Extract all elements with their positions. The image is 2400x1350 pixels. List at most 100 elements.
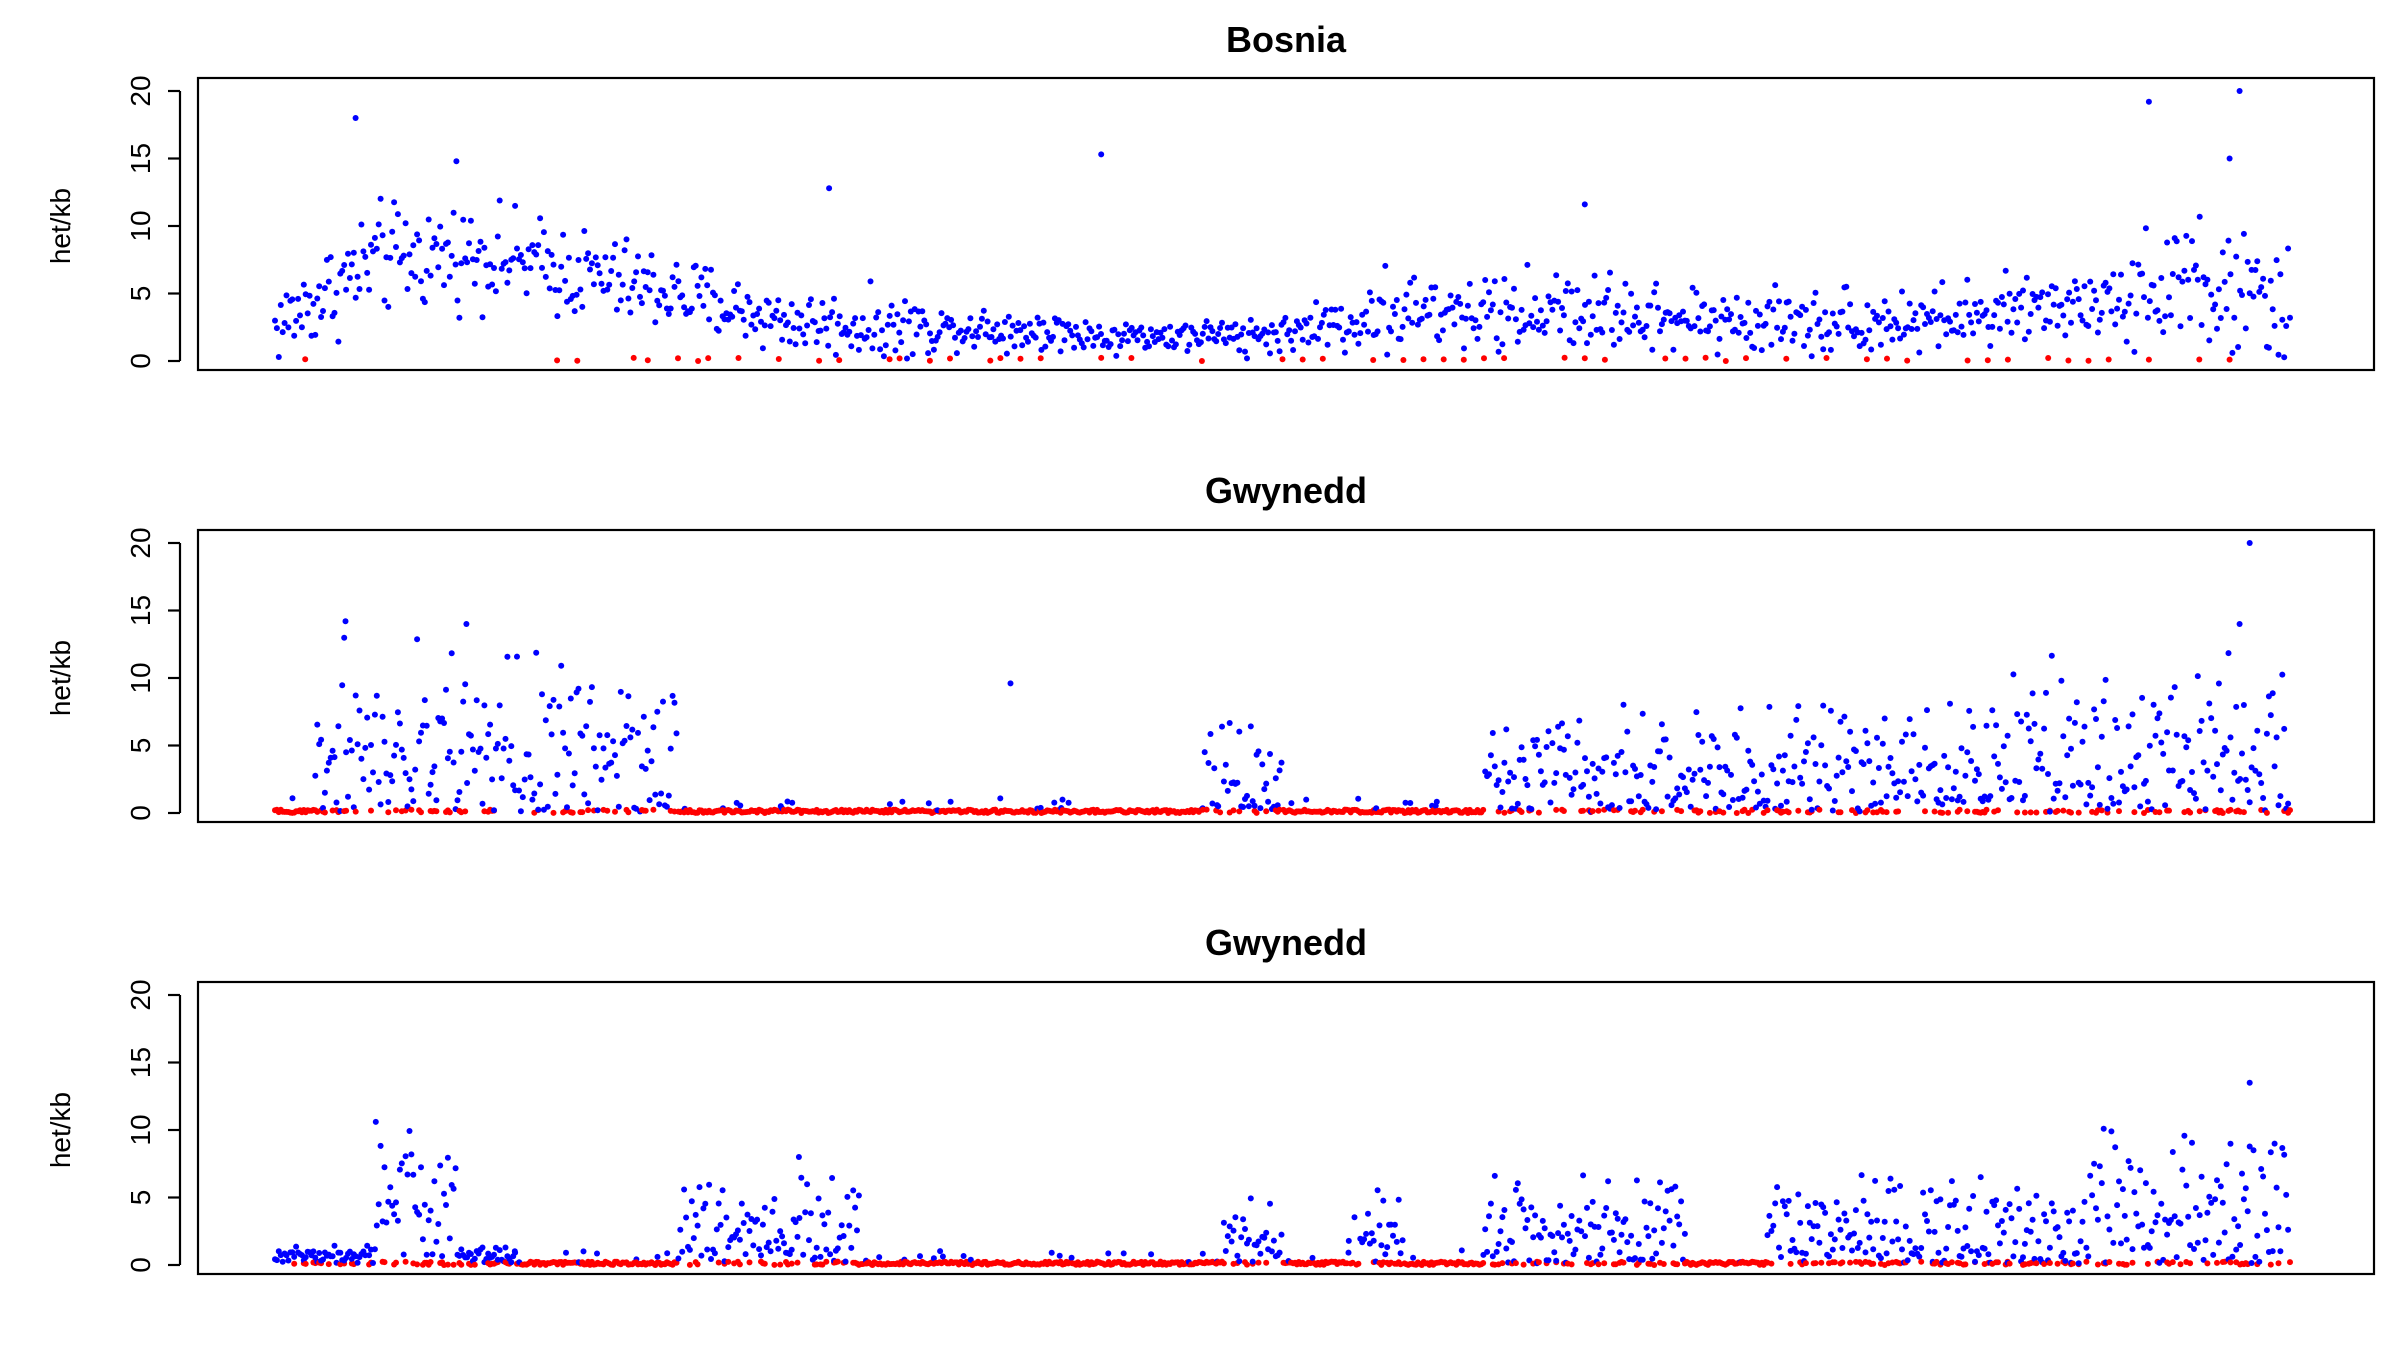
het-point bbox=[421, 697, 428, 704]
het-point bbox=[1584, 768, 1590, 775]
low-het-point bbox=[2054, 807, 2061, 814]
het-point bbox=[2041, 725, 2048, 732]
het-point bbox=[2169, 767, 2176, 774]
het-point bbox=[2192, 1205, 2199, 1211]
het-point bbox=[1568, 1213, 1575, 1219]
het-point bbox=[300, 281, 307, 288]
het-point bbox=[2058, 677, 2065, 684]
low-het-point bbox=[926, 357, 933, 364]
het-point bbox=[1501, 276, 1508, 282]
het-point bbox=[1514, 338, 1521, 345]
het-point bbox=[1862, 1249, 1869, 1256]
het-point bbox=[2198, 322, 2205, 328]
het-point bbox=[2077, 312, 2084, 319]
het-point bbox=[652, 791, 659, 798]
het-point bbox=[1560, 1221, 1567, 1228]
het-point bbox=[2152, 732, 2159, 739]
het-point bbox=[446, 748, 453, 755]
het-point bbox=[2048, 652, 2055, 659]
low-het-point bbox=[2196, 808, 2203, 815]
het-point bbox=[1939, 279, 1946, 286]
het-point bbox=[460, 698, 467, 705]
het-point bbox=[414, 636, 421, 643]
het-point bbox=[1197, 339, 1204, 346]
het-point bbox=[1096, 323, 1103, 330]
het-point bbox=[1651, 764, 1658, 770]
het-point bbox=[496, 1247, 503, 1254]
het-point bbox=[1532, 295, 1539, 302]
het-point bbox=[2281, 725, 2288, 732]
low-het-point bbox=[694, 1261, 701, 1268]
het-point bbox=[789, 799, 796, 806]
het-point bbox=[1826, 329, 1832, 336]
het-point bbox=[1924, 707, 1930, 714]
het-point bbox=[2171, 1213, 2178, 1220]
het-point bbox=[2166, 294, 2172, 301]
het-point bbox=[1912, 310, 1919, 317]
het-point bbox=[2208, 291, 2215, 298]
het-point bbox=[2098, 1180, 2105, 1187]
het-point bbox=[1378, 1242, 1385, 1249]
het-point bbox=[416, 1211, 423, 1218]
het-point bbox=[1309, 1254, 1316, 1261]
het-point bbox=[2246, 1143, 2253, 1150]
het-point bbox=[1530, 324, 1537, 331]
het-point bbox=[487, 261, 494, 268]
het-point bbox=[717, 1221, 724, 1228]
het-point bbox=[2212, 1196, 2219, 1203]
het-point bbox=[1724, 767, 1731, 774]
het-point bbox=[1908, 326, 1915, 332]
het-point bbox=[1608, 1229, 1615, 1236]
het-point bbox=[437, 1162, 444, 1169]
het-point bbox=[1535, 326, 1542, 333]
y-axis: 0 5 10 15 20 bbox=[125, 75, 182, 369]
het-point bbox=[1937, 787, 1944, 794]
het-point bbox=[502, 1244, 509, 1251]
low-het-point bbox=[2144, 1260, 2151, 1267]
het-point bbox=[806, 1237, 812, 1244]
het-point bbox=[1779, 767, 1786, 774]
het-point bbox=[1816, 778, 1823, 785]
het-point bbox=[1278, 1231, 1285, 1238]
het-point bbox=[1393, 297, 1400, 303]
het-point bbox=[439, 715, 446, 722]
het-point bbox=[2029, 690, 2036, 697]
het-point bbox=[1541, 329, 1548, 336]
het-point bbox=[679, 1248, 686, 1255]
het-point bbox=[1895, 325, 1902, 332]
het-point bbox=[925, 350, 932, 357]
het-point bbox=[2027, 311, 2034, 317]
het-point bbox=[1236, 728, 1243, 735]
het-point bbox=[1403, 291, 1410, 298]
het-point bbox=[2083, 801, 2090, 808]
het-point bbox=[1666, 754, 1673, 761]
het-point bbox=[1274, 337, 1281, 344]
low-het-point bbox=[1847, 1259, 1854, 1266]
het-point bbox=[2127, 292, 2134, 299]
het-point bbox=[2281, 1151, 2288, 1158]
het-point bbox=[343, 286, 350, 293]
het-point bbox=[650, 724, 657, 731]
het-point bbox=[506, 757, 513, 764]
het-point bbox=[671, 699, 678, 706]
low-het-point bbox=[1217, 809, 1224, 816]
het-point bbox=[371, 1246, 378, 1253]
het-point bbox=[627, 734, 634, 741]
low-het-point bbox=[2267, 1261, 2274, 1268]
het-point bbox=[2267, 1149, 2274, 1156]
het-point bbox=[2148, 1228, 2155, 1235]
het-point bbox=[1952, 768, 1959, 775]
het-point bbox=[2073, 699, 2080, 706]
het-point bbox=[496, 702, 503, 709]
het-point bbox=[635, 729, 641, 736]
het-point bbox=[2119, 313, 2126, 320]
het-point bbox=[1572, 1246, 1579, 1253]
het-point bbox=[790, 325, 797, 331]
low-het-point bbox=[1568, 1261, 1575, 1268]
het-point bbox=[373, 1222, 380, 1229]
het-point bbox=[1584, 1204, 1590, 1211]
low-het-point bbox=[834, 1258, 841, 1265]
het-point bbox=[1833, 1199, 1840, 1206]
het-point bbox=[1034, 314, 1041, 321]
het-point bbox=[371, 711, 378, 718]
